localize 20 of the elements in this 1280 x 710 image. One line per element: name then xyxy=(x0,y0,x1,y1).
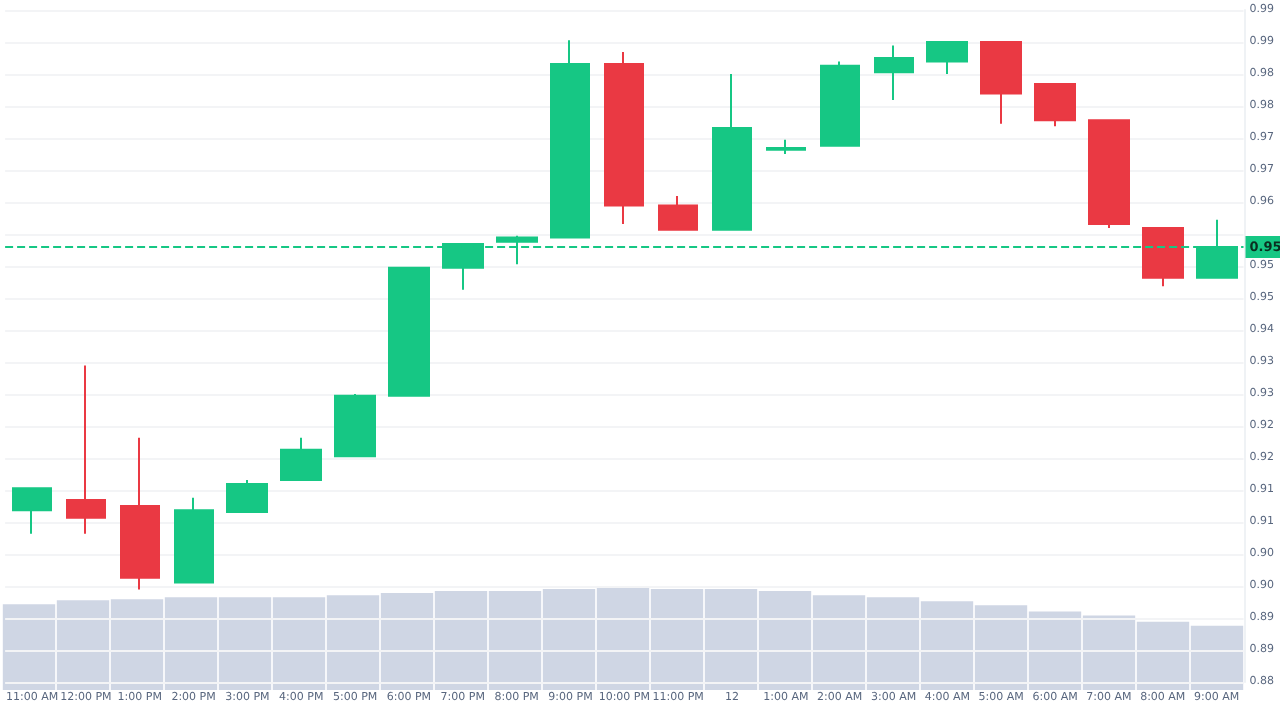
candlestick xyxy=(1088,119,1130,230)
candlestick xyxy=(388,266,430,397)
candlestick xyxy=(658,195,698,231)
candlestick xyxy=(604,51,644,225)
candlestick xyxy=(12,487,52,535)
candlestick xyxy=(980,41,1022,125)
candlestick xyxy=(820,60,860,147)
candlestick xyxy=(766,138,806,155)
candlestick xyxy=(226,478,268,513)
candlestick xyxy=(874,44,914,102)
candlestick xyxy=(280,436,322,481)
candlestick xyxy=(66,364,106,535)
candlestick xyxy=(926,41,968,75)
candlestick xyxy=(550,39,590,239)
candlestick xyxy=(120,436,160,591)
candlestick xyxy=(174,496,214,584)
candlestick xyxy=(712,73,752,231)
candlestick xyxy=(334,393,376,458)
candlestick xyxy=(1142,227,1184,288)
candlestick xyxy=(1034,83,1076,128)
